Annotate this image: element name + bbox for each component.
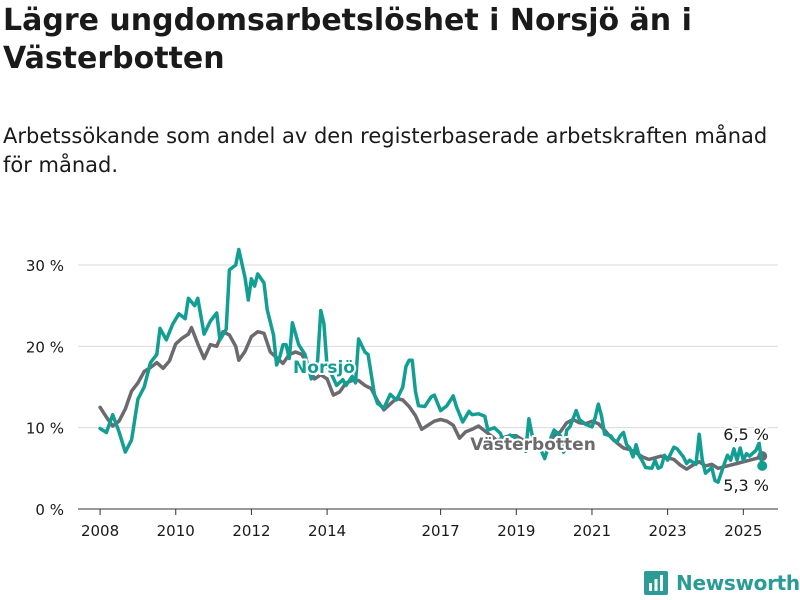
y-tick-label: 10 % [26, 420, 64, 438]
newsworthy-logo-icon [644, 571, 668, 595]
end-label-norsjo: 5,3 % [723, 476, 769, 495]
x-tick-label: 2023 [649, 522, 687, 540]
x-tick-label: 2019 [497, 522, 535, 540]
x-tick-label: 2010 [157, 522, 195, 540]
series-line-norsjo [98, 247, 764, 484]
series-label-norsjo: Norsjö [293, 358, 355, 378]
series-labels: Norsjö Västerbotten 6,5 % 5,3 % [291, 356, 771, 497]
x-tick-label: 2014 [308, 522, 346, 540]
y-tick-label: 0 % [35, 501, 64, 519]
x-tick-label: 2008 [81, 522, 119, 540]
end-label-vasterbotten: 6,5 % [723, 425, 769, 444]
gridlines [78, 264, 778, 510]
x-tick-label: 2021 [573, 522, 611, 540]
y-tick-label: 30 % [26, 257, 64, 275]
y-axis: 0 % 10 % 20 % 30 % [26, 257, 64, 519]
x-axis: 2008 2010 2012 2014 2017 2019 2021 2023 2025 [81, 509, 762, 540]
x-tick-label: 2012 [232, 522, 270, 540]
x-tick-label: 2017 [422, 522, 460, 540]
brand-label: Newsworthy [676, 571, 800, 595]
series-line-vasterbotten [98, 325, 764, 471]
last-point-norsjo [757, 460, 768, 471]
chart-title: Lägre ungdomsarbetslöshet i Norsjö än i … [3, 3, 692, 76]
y-tick-label: 20 % [26, 338, 64, 356]
newsworthy-brand: Newsworthy [644, 568, 800, 598]
x-tick-label: 2025 [724, 522, 762, 540]
series-lines [98, 247, 768, 484]
chart-subtitle: Arbetssökande som andel av den registerb… [3, 124, 768, 177]
series-label-vasterbotten: Västerbotten [470, 435, 596, 455]
